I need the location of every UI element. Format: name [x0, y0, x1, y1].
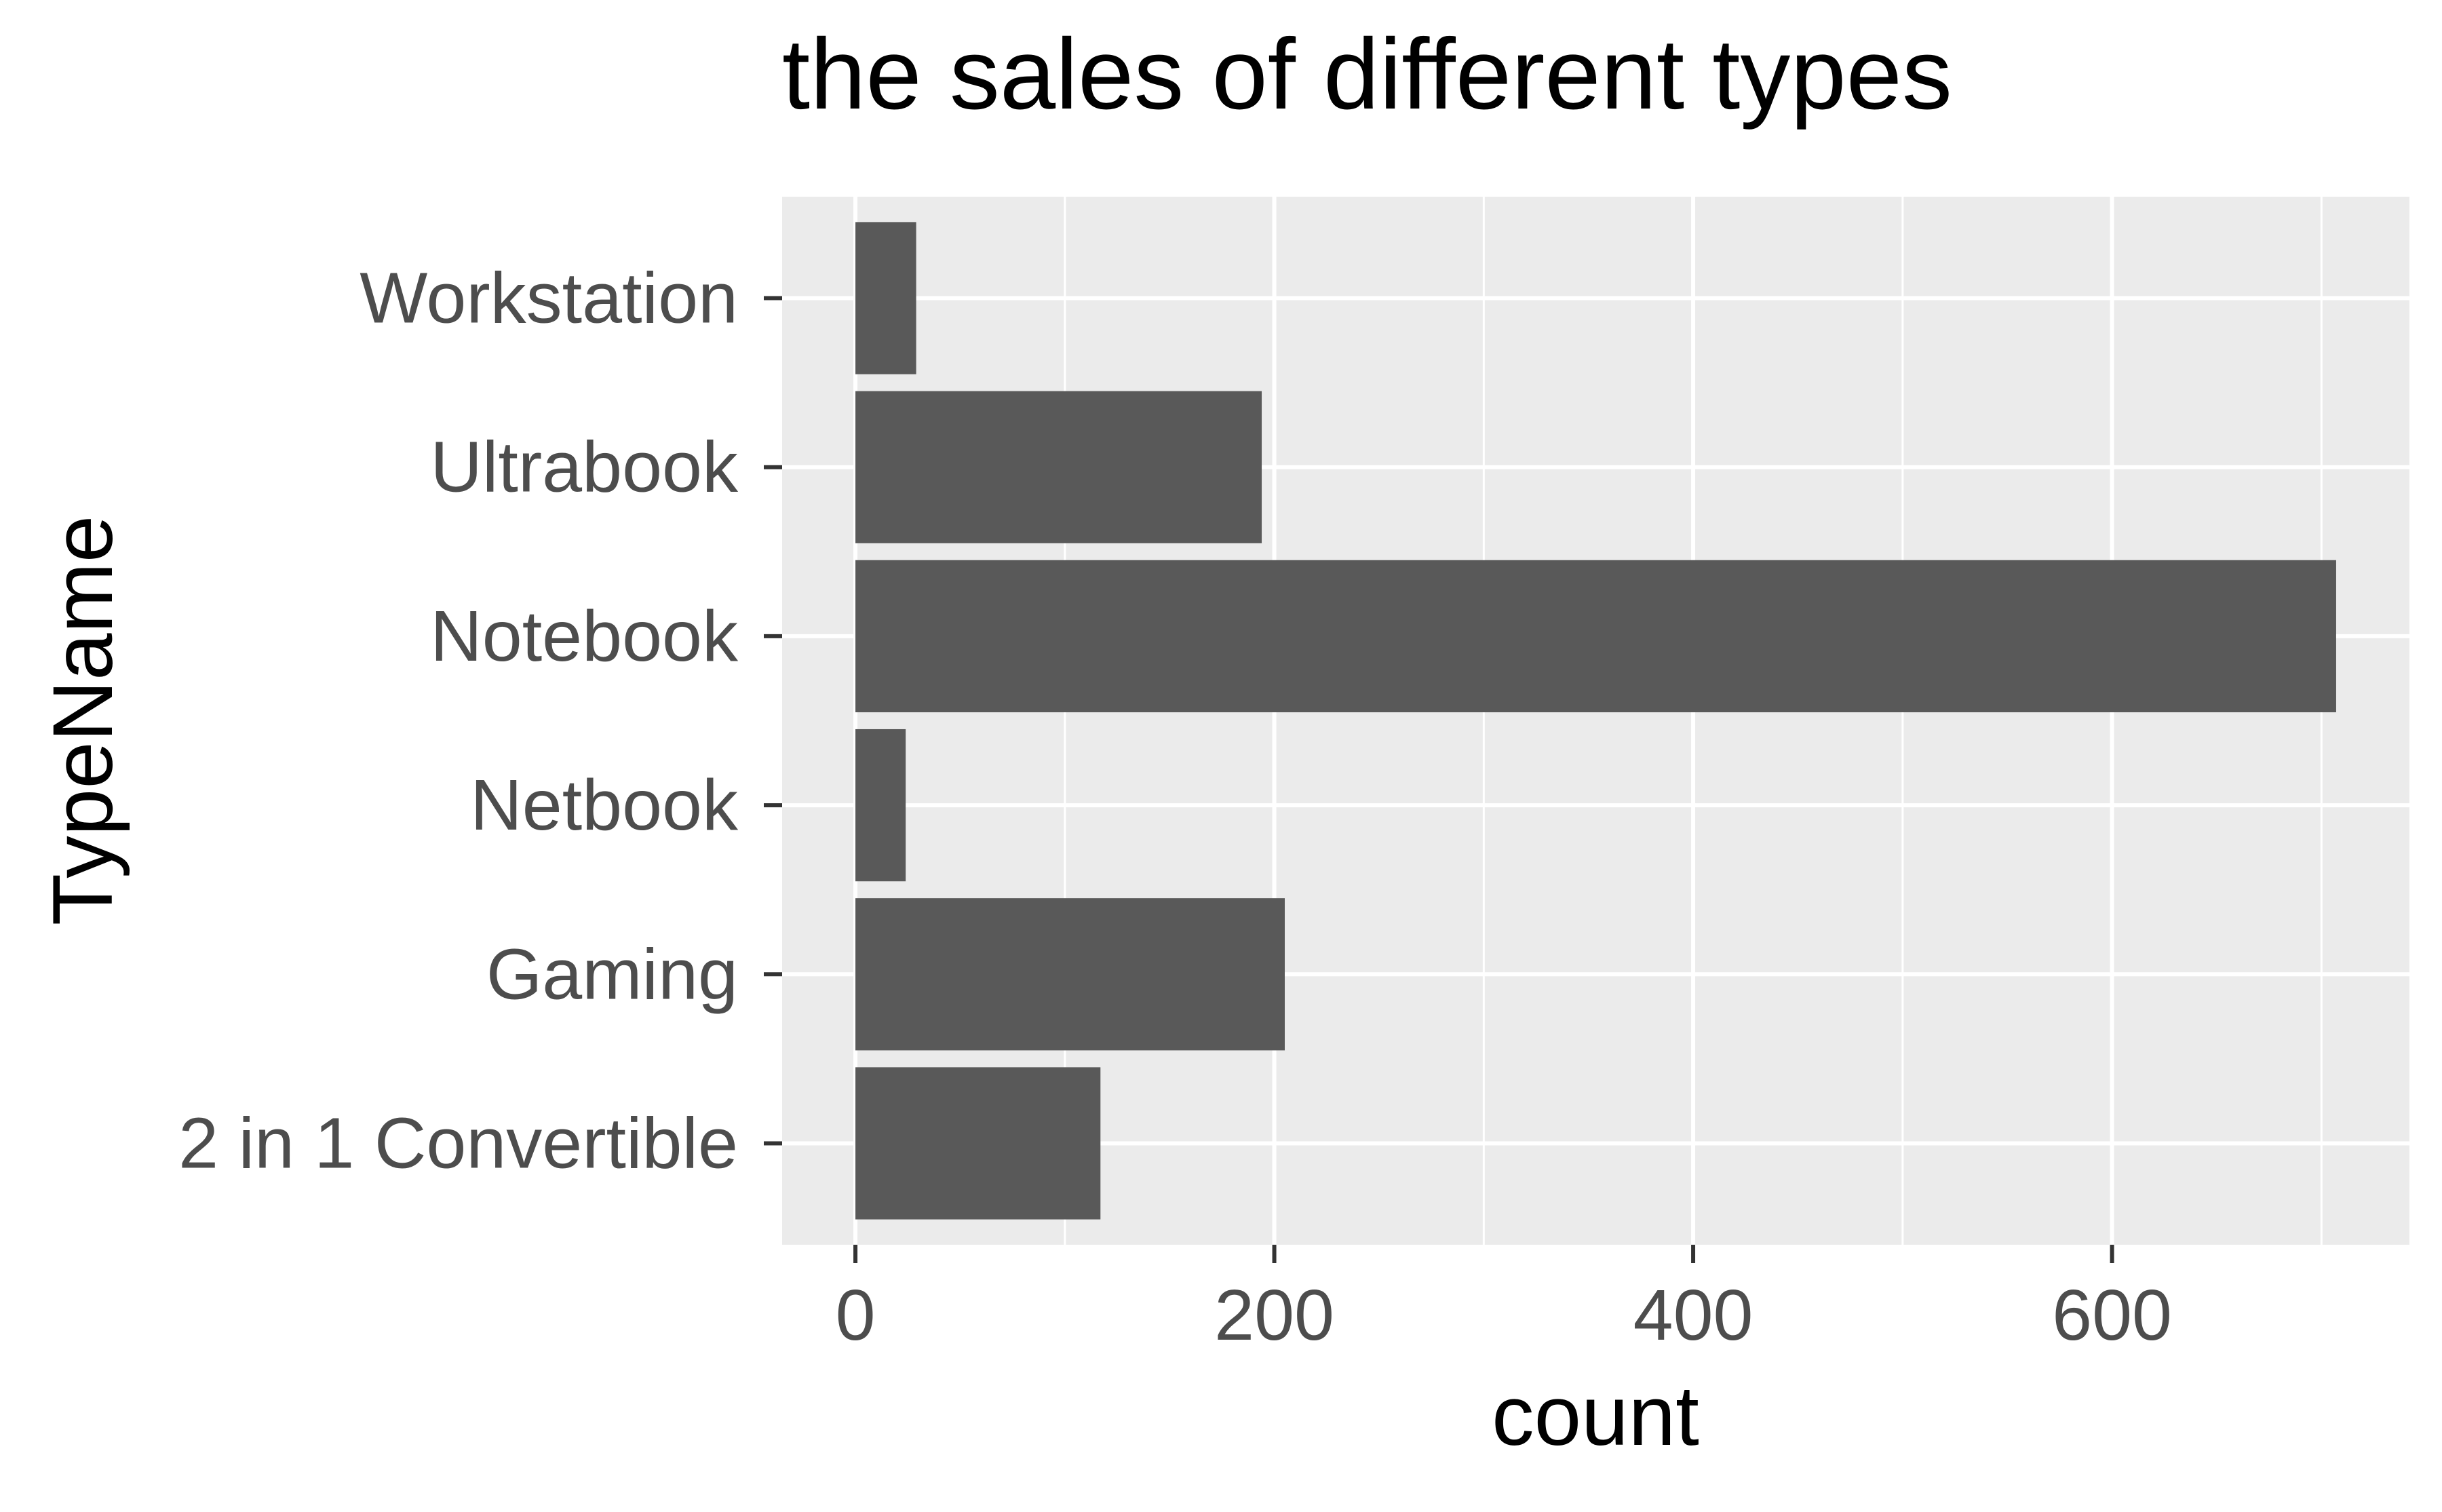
bar-ultrabook: [855, 391, 1262, 543]
y-tick-label: Ultrabook: [430, 427, 739, 507]
bar-notebook: [855, 560, 2336, 713]
y-tick-label: Netbook: [470, 765, 739, 845]
x-tick-label: 0: [836, 1275, 876, 1355]
x-tick-label: 200: [1214, 1275, 1334, 1355]
y-tick-label: Gaming: [486, 934, 738, 1014]
x-tick-label: 600: [2052, 1275, 2172, 1355]
x-tick-label: 400: [1633, 1275, 1753, 1355]
y-tick-label: 2 in 1 Convertible: [178, 1103, 738, 1183]
y-tick-label: Workstation: [360, 258, 738, 338]
bar-workstation: [855, 222, 916, 374]
y-axis: 2 in 1 Convertible Gaming Netbook Notebook U…: [178, 258, 782, 1183]
y-axis-title: TypeName: [36, 516, 130, 925]
chart-title: the sales of different types: [782, 18, 1952, 130]
x-axis-title: count: [1492, 1369, 1699, 1463]
bars: [855, 222, 2336, 1220]
bar-gaming: [855, 898, 1285, 1051]
bar-netbook: [855, 729, 906, 882]
x-axis: 0 200 400 600: [836, 1245, 2172, 1355]
y-tick-label: Notebook: [430, 596, 739, 676]
bar-2-in-1-convertible: [855, 1067, 1101, 1220]
